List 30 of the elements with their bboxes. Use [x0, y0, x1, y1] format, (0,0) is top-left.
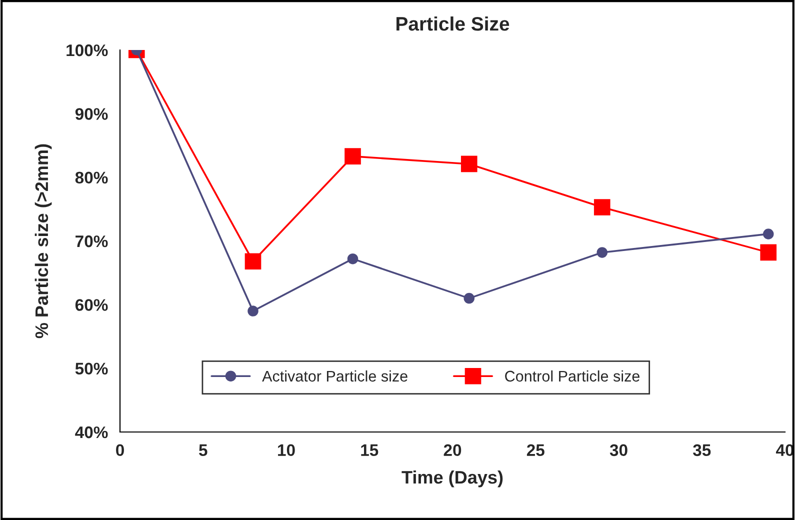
- x-tick-label: 35: [692, 444, 711, 456]
- x-tick-label: 25: [526, 444, 544, 456]
- x-tick-label: 20: [444, 444, 462, 456]
- y-axis-title: % Particle size (>2mm): [34, 144, 52, 338]
- y-tick-label: 60%: [75, 299, 108, 311]
- point: [464, 292, 475, 304]
- x-tick-label: 15: [361, 444, 378, 456]
- point: [762, 228, 774, 240]
- legend-label: Activator Particle size: [262, 370, 408, 382]
- y-tick-label: 90%: [75, 108, 108, 120]
- point: [594, 199, 610, 216]
- point: [460, 156, 478, 172]
- y-tick-label: 80%: [75, 172, 108, 184]
- x-tick-label: 5: [199, 444, 208, 456]
- x-tick-label: 30: [610, 444, 628, 456]
- y-tick-label: 50%: [75, 362, 108, 375]
- point: [248, 306, 258, 316]
- x-axis-title: Time (Days): [402, 470, 503, 488]
- point: [347, 253, 358, 264]
- point: [344, 148, 361, 164]
- point: [760, 244, 777, 261]
- y-tick-label: 40%: [75, 426, 108, 438]
- y-tick-label: 70%: [76, 235, 108, 248]
- point: [244, 253, 262, 270]
- x-tick-label: 0: [116, 444, 124, 456]
- y-tick-label: 100%: [66, 44, 108, 56]
- legend-label: Control Particle size: [505, 370, 640, 382]
- chart-title: Particle Size: [396, 16, 510, 31]
- point: [596, 247, 608, 258]
- x-tick-label: 10: [278, 444, 295, 456]
